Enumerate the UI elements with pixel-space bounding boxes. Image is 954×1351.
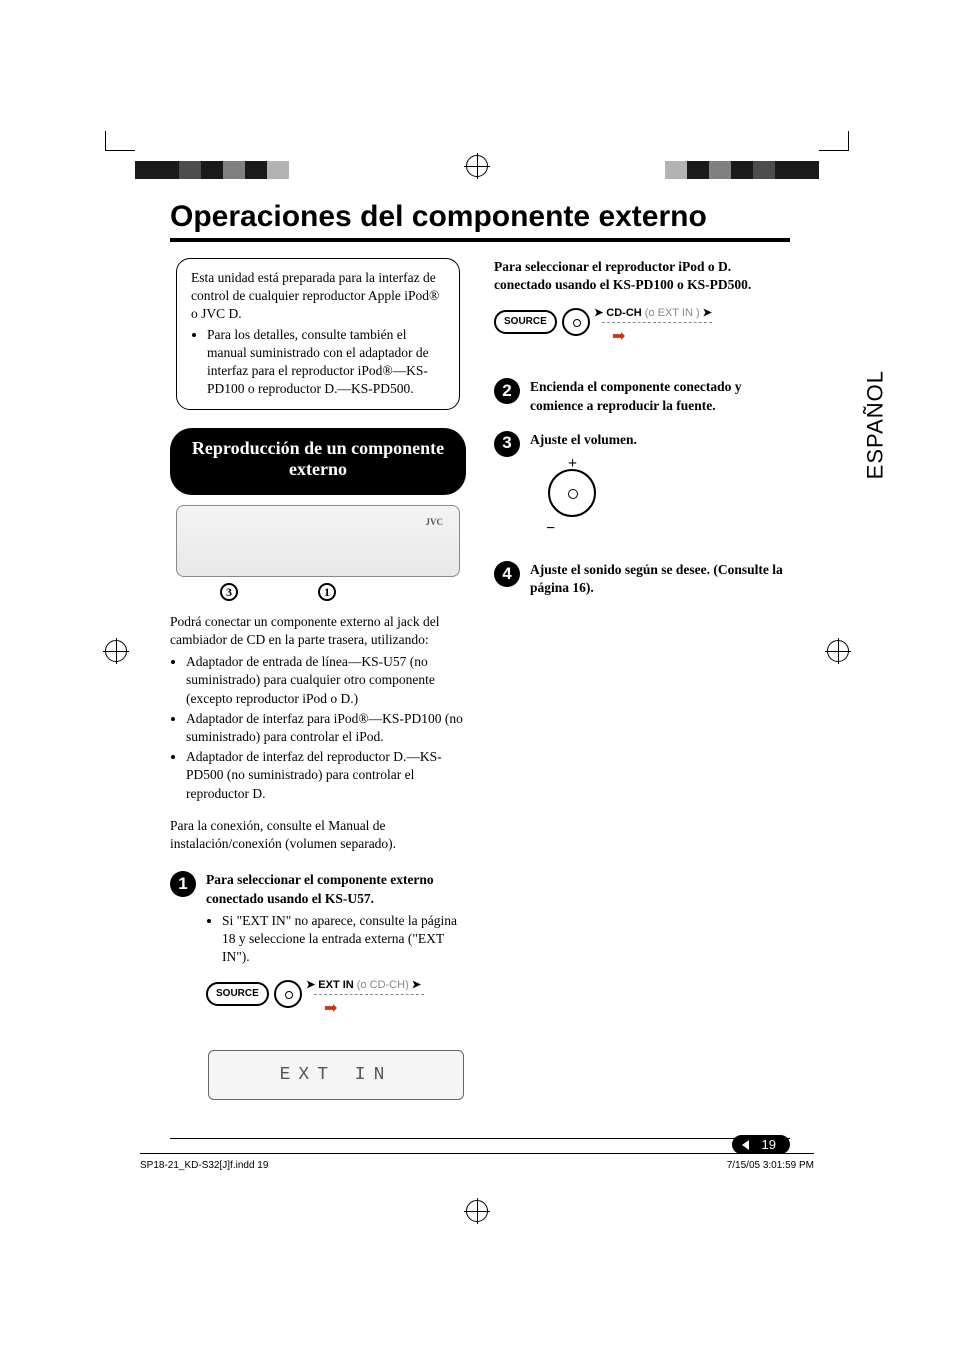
page-number: 19 (732, 1135, 790, 1154)
step-4-text: Ajuste el sonido según se desee. (Consul… (530, 561, 790, 597)
connect-intro: Podrá conectar un componente externo al … (170, 613, 466, 649)
step-2-text: Encienda el componente conectado y comie… (530, 378, 790, 414)
knob-icon-b (562, 308, 590, 336)
step-4-number: 4 (494, 561, 520, 587)
right-column: Para seleccionar el reproductor iPod o D… (494, 258, 790, 1114)
left-column: Esta unidad está preparada para la inter… (170, 258, 466, 1114)
step-1-number: 1 (170, 871, 196, 897)
step-1: 1 Para seleccionar el componente externo… (170, 871, 466, 1100)
connect-bullet-1: Adaptador de entrada de línea—KS-U57 (no… (186, 653, 466, 708)
minus-icon: − (546, 518, 555, 540)
intro-bullet: Para los detalles, consulte también el m… (207, 326, 445, 399)
volume-knob-diagram: + − (540, 457, 610, 537)
connect-bullets: Adaptador de entrada de línea—KS-U57 (no… (170, 653, 466, 803)
step-1-heading: Para seleccionar el componente externo c… (206, 871, 466, 907)
source-button-label-b: SOURCE (494, 310, 557, 334)
registration-mark-top (466, 155, 488, 177)
step-3-number: 3 (494, 431, 520, 457)
intro-box: Esta unidad está preparada para la inter… (176, 258, 460, 410)
page-title: Operaciones del componente externo (170, 200, 790, 234)
cd-ch-alt-label: (o CD-CH) (357, 979, 409, 991)
intro-text: Esta unidad está preparada para la inter… (191, 269, 445, 324)
volume-knob-icon (548, 469, 596, 517)
device-callouts: 3 1 (170, 583, 466, 601)
connect-bullet-3: Adaptador de interfaz del reproductor D.… (186, 748, 466, 803)
page-number-value: 19 (732, 1135, 790, 1154)
callout-3: 3 (220, 583, 238, 601)
lcd-display-ext-in: EXT IN (208, 1050, 464, 1100)
step-2: 2 Encienda el componente conectado y com… (494, 378, 790, 416)
step-2-number: 2 (494, 378, 520, 404)
source-diagram-cd-ch: SOURCE ➤ CD-CH (o EXT IN ) ➤ (494, 304, 790, 358)
footer: SP18-21_KD-S32[J]f.indd 19 7/15/05 3:01:… (140, 1153, 814, 1171)
page-content: Operaciones del componente externo Esta … (170, 200, 790, 1139)
language-side-tab: ESPAÑOL (860, 370, 890, 479)
connect-bullet-2: Adaptador de interfaz para iPod®—KS-PD10… (186, 710, 466, 746)
device-illustration (176, 505, 460, 577)
title-rule (170, 238, 790, 242)
section-heading-pill: Reproducción de un componente externo (170, 428, 466, 495)
ext-in-label: EXT IN (318, 979, 353, 991)
step-1-bullet: Si "EXT IN" no aparece, consulte la pági… (222, 912, 466, 967)
registration-mark-bottom (466, 1200, 488, 1222)
step-3-text: Ajuste el volumen. (530, 431, 790, 449)
step-4: 4 Ajuste el sonido según se desee. (Cons… (494, 561, 790, 599)
callout-1: 1 (318, 583, 336, 601)
step-1b-heading: Para seleccionar el reproductor iPod o D… (494, 258, 790, 294)
knob-icon (274, 980, 302, 1008)
ext-in-alt-label: (o EXT IN ) (645, 307, 700, 319)
footer-filename: SP18-21_KD-S32[J]f.indd 19 (140, 1160, 268, 1171)
registration-mark-left (105, 640, 127, 662)
source-button-label: SOURCE (206, 982, 269, 1006)
cd-ch-label: CD-CH (606, 307, 641, 319)
registration-mark-right (827, 640, 849, 662)
source-diagram-ext-in: SOURCE ➤ EXT IN (o CD-CH) ➤ (206, 976, 466, 1030)
footer-timestamp: 7/15/05 3:01:59 PM (727, 1160, 814, 1171)
connect-note: Para la conexión, consulte el Manual de … (170, 817, 466, 853)
step-3: 3 Ajuste el volumen. + − (494, 431, 790, 547)
